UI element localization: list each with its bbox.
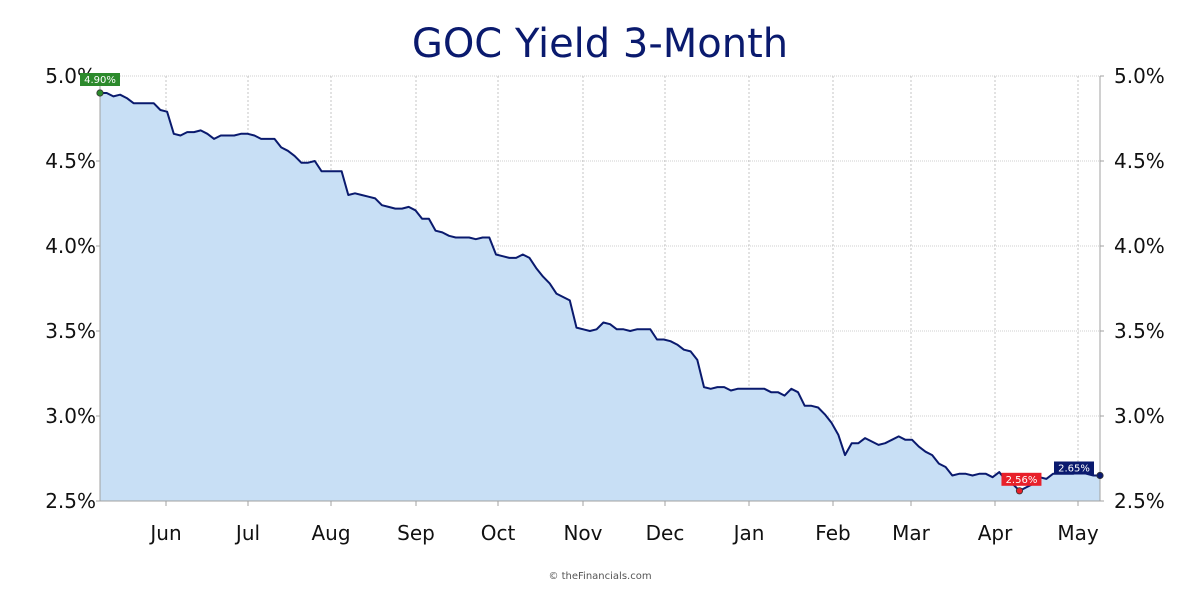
y-axis-right-ticks: 2.5% 3.0% 3.5% 4.0% 4.5% 5.0% <box>1100 64 1165 513</box>
x-tick-label: Sep <box>397 521 435 545</box>
marker-point-last <box>1096 471 1104 480</box>
y-tick-label-left: 4.5% <box>45 149 96 173</box>
marker-label-start: 4.90% <box>84 75 116 86</box>
x-tick-label: Nov <box>563 521 602 545</box>
x-tick-label: Feb <box>815 521 850 545</box>
x-tick-label: May <box>1057 521 1099 545</box>
marker-point-start <box>96 89 104 97</box>
x-tick-label: Mar <box>892 521 931 545</box>
y-tick-label-left: 4.0% <box>45 234 96 258</box>
x-tick-label: Apr <box>978 521 1013 545</box>
y-tick-label-left: 3.5% <box>45 319 96 343</box>
marker-label-last: 2.65% <box>1058 464 1090 475</box>
x-tick-label: Oct <box>481 521 516 545</box>
y-tick-label-right: 4.5% <box>1114 149 1165 173</box>
y-tick-label-left: 3.0% <box>45 404 96 428</box>
y-tick-label-right: 5.0% <box>1114 64 1165 88</box>
series-area <box>100 93 1100 501</box>
marker-point-min <box>1015 487 1024 495</box>
y-tick-label-right: 2.5% <box>1114 489 1165 513</box>
markers: 4.90% 2.56% 2.65% <box>80 73 1104 495</box>
x-axis-ticks: Jun Jul Aug Sep Oct Nov Dec Jan Feb Mar Apr May <box>148 501 1099 545</box>
chart-title: GOC Yield 3-Month <box>412 21 788 67</box>
x-tick-label: Dec <box>646 521 685 545</box>
y-tick-label-right: 3.5% <box>1114 319 1165 343</box>
series-line <box>100 92 1100 492</box>
credit-text: © theFinancials.com <box>548 571 651 582</box>
marker-label-min: 2.56% <box>1006 475 1038 486</box>
marker-badge-last <box>1054 461 1094 475</box>
x-tick-label: Jan <box>732 521 765 545</box>
axes <box>99 76 1101 502</box>
y-axis-left-ticks: 2.5%3.0%3.5%4.0%4.5%5.0% <box>45 64 100 513</box>
x-tick-label: Jul <box>234 521 260 545</box>
marker-badge-min <box>1001 472 1042 486</box>
x-tick-label: Jun <box>148 521 181 545</box>
area-layer <box>100 92 1100 501</box>
y-tick-label-left: 2.5% <box>45 489 96 513</box>
y-tick-label-right: 4.0% <box>1114 234 1165 258</box>
y-tick-label-right: 3.0% <box>1114 404 1165 428</box>
x-tick-label: Aug <box>311 521 350 545</box>
marker-badge-start <box>80 73 120 86</box>
